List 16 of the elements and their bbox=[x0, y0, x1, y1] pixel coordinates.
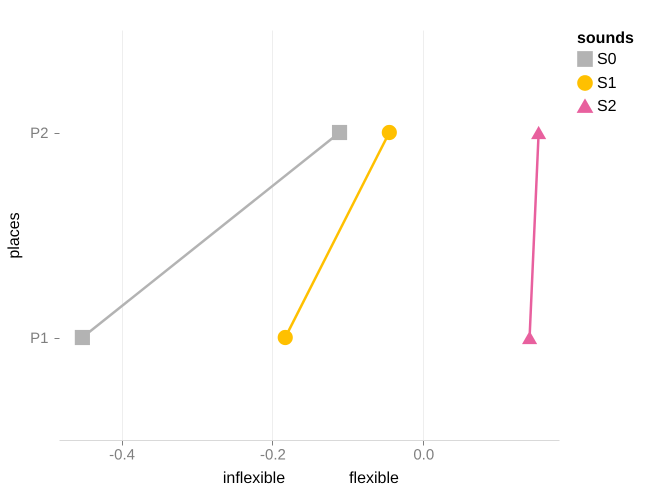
legend-label: S2 bbox=[597, 98, 617, 115]
x-tick-label: -0.4 bbox=[109, 446, 136, 464]
point bbox=[74, 330, 90, 346]
text: flexible bbox=[349, 470, 399, 487]
x-tick-label: 0.0 bbox=[413, 446, 434, 464]
y-tick-label: P1 bbox=[30, 330, 48, 347]
y-axis-title: places bbox=[6, 212, 24, 259]
legend-label: S0 bbox=[597, 51, 617, 68]
text: inflexible bbox=[222, 470, 286, 487]
point bbox=[382, 124, 397, 140]
point bbox=[332, 124, 348, 140]
point bbox=[278, 330, 293, 346]
x-tick-label: -0.2 bbox=[260, 446, 286, 464]
legend-title: sounds bbox=[577, 30, 634, 47]
y-tick-label: P2 bbox=[30, 125, 48, 142]
legend-label: S1 bbox=[597, 75, 617, 92]
